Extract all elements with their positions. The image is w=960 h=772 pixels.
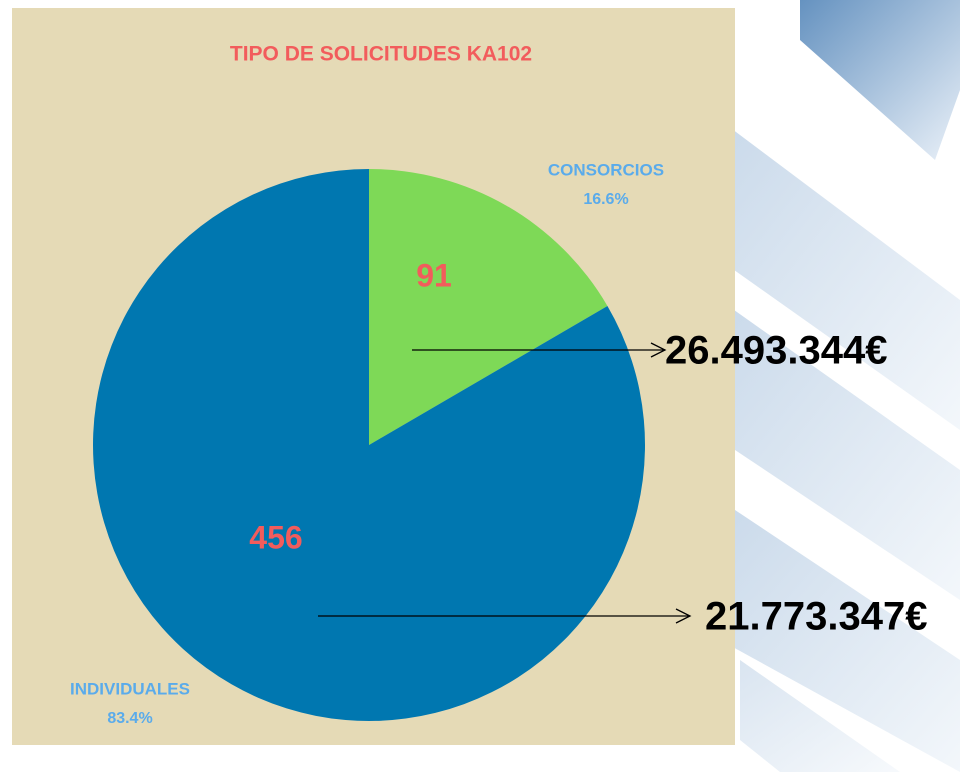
percentage-label: 16.6% bbox=[583, 191, 628, 208]
page: {"chart_data": {"type": "pie", "title": … bbox=[0, 0, 960, 772]
category-label: INDIVIDUALES bbox=[70, 679, 190, 698]
value-label: 91 bbox=[416, 257, 452, 293]
chart-title: TIPO DE SOLICITUDES KA102 bbox=[230, 43, 532, 66]
category-label: CONSORCIOS bbox=[548, 160, 664, 179]
annotation: 26.493.344€ bbox=[665, 329, 887, 373]
annotation: 21.773.347€ bbox=[705, 595, 927, 639]
pie bbox=[93, 169, 645, 721]
slide: TIPO DE SOLICITUDES KA102 91 CONSORCIOS 16… bbox=[0, 0, 960, 772]
percentage-label: 83.4% bbox=[107, 710, 152, 727]
value-label: 456 bbox=[249, 519, 302, 555]
background-decoration bbox=[720, 0, 960, 772]
